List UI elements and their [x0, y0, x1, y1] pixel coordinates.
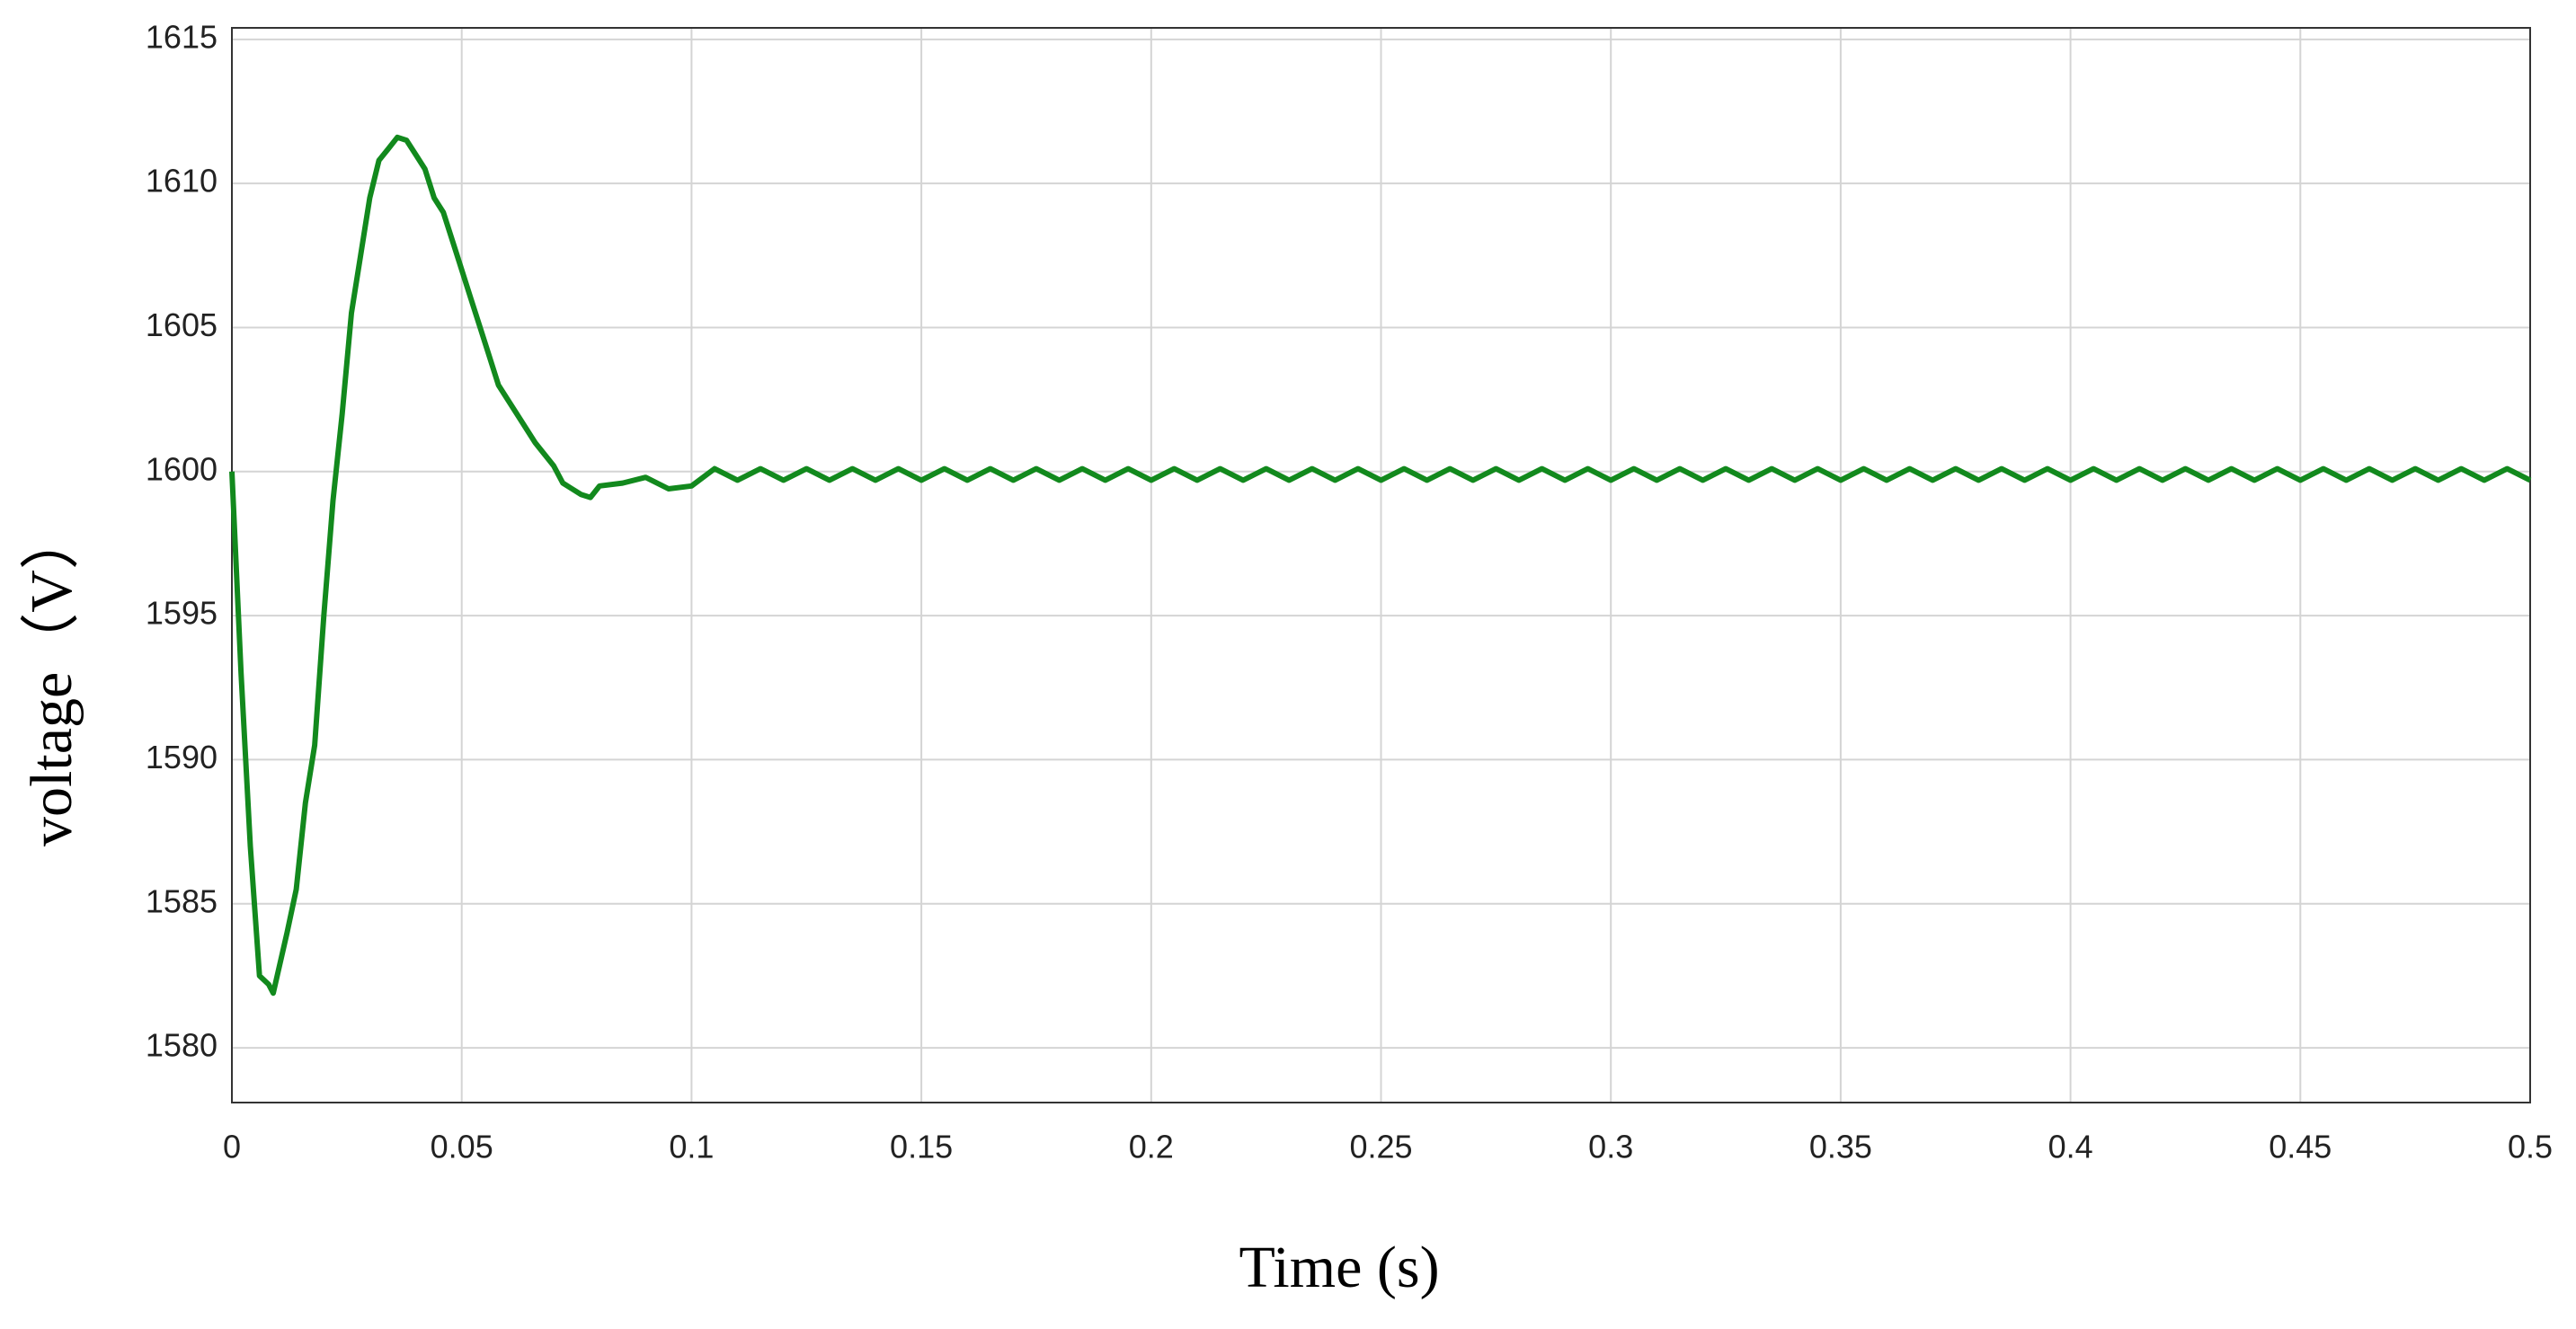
- x-tick-label: 0.1: [669, 1129, 714, 1165]
- y-tick-label: 1600: [146, 450, 218, 487]
- x-axis-title: Time (s): [1239, 1235, 1439, 1300]
- y-tick-label: 1585: [146, 882, 218, 919]
- y-tick-label: 1610: [146, 163, 218, 199]
- x-tick-label: 0.25: [1349, 1129, 1412, 1165]
- y-tick-label: 1615: [146, 18, 218, 55]
- axes-frame: [231, 27, 2531, 1103]
- x-tick-label: 0: [223, 1129, 241, 1165]
- x-tick-label: 0.3: [1588, 1129, 1633, 1165]
- y-tick-label: 1595: [146, 595, 218, 632]
- x-tick-label: 0.45: [2269, 1129, 2332, 1165]
- y-axis-title: voltage（V）: [19, 510, 84, 846]
- x-tick-label: 0.4: [2048, 1129, 2093, 1165]
- x-tick-label: 0.15: [890, 1129, 953, 1165]
- x-tick-label: 0.35: [1809, 1129, 1872, 1165]
- x-tick-label: 0.2: [1129, 1129, 1174, 1165]
- data-line: [229, 134, 2532, 997]
- y-tick-label: 1605: [146, 306, 218, 343]
- y-tick-label: 1590: [146, 739, 218, 775]
- y-tick-label: 1580: [146, 1027, 218, 1064]
- x-tick-label: 0.5: [2508, 1129, 2553, 1165]
- x-tick-label: 0.05: [431, 1129, 493, 1165]
